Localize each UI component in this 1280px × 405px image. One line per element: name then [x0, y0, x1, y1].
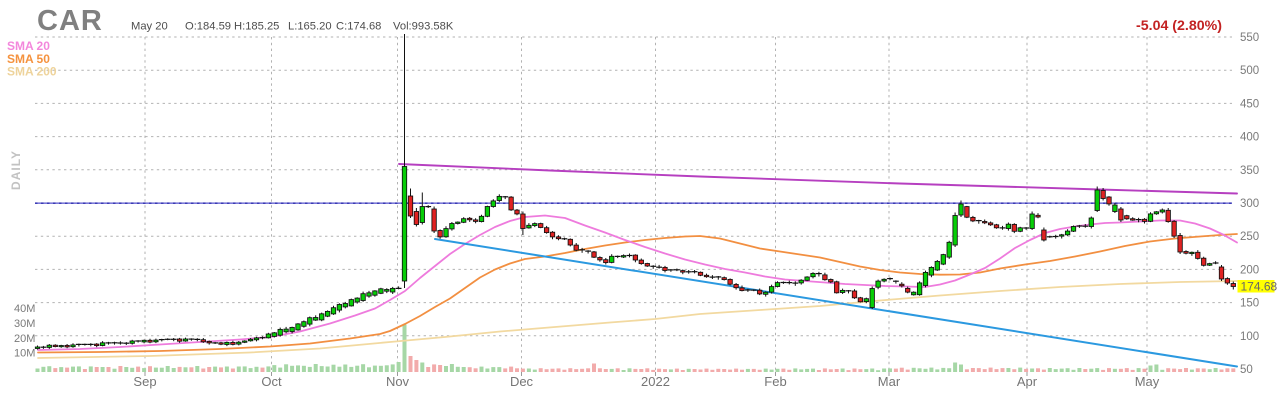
svg-text:DAILY: DAILY [9, 150, 23, 190]
svg-text:2022: 2022 [641, 374, 670, 389]
svg-text:400: 400 [1240, 132, 1259, 144]
svg-text:Feb: Feb [764, 374, 786, 389]
svg-text:Apr: Apr [1017, 374, 1038, 389]
svg-text:SMA 20: SMA 20 [7, 39, 50, 53]
svg-text:Oct: Oct [261, 374, 282, 389]
svg-text:O:184.59: O:184.59 [185, 21, 231, 33]
svg-text:500: 500 [1240, 65, 1259, 77]
svg-text:10M: 10M [14, 348, 35, 360]
svg-text:Sep: Sep [133, 374, 156, 389]
svg-text:250: 250 [1240, 231, 1259, 243]
svg-text:50: 50 [1240, 364, 1253, 376]
svg-text:-5.04 (2.80%): -5.04 (2.80%) [1136, 18, 1222, 34]
svg-text:Nov: Nov [386, 374, 410, 389]
svg-text:30M: 30M [14, 318, 35, 330]
svg-text:350: 350 [1240, 165, 1259, 177]
svg-text:SMA 50: SMA 50 [7, 52, 50, 66]
svg-text:20M: 20M [14, 333, 35, 345]
svg-text:C:174.68: C:174.68 [336, 21, 381, 33]
svg-text:Vol:993.58K: Vol:993.58K [393, 21, 454, 33]
svg-text:May 20: May 20 [131, 21, 168, 33]
svg-text:40M: 40M [14, 303, 35, 315]
svg-text:450: 450 [1240, 98, 1259, 110]
svg-text:200: 200 [1240, 264, 1259, 276]
svg-text:174.68: 174.68 [1241, 280, 1278, 294]
svg-text:550: 550 [1240, 32, 1259, 44]
svg-text:H:185.25: H:185.25 [234, 21, 279, 33]
svg-text:CAR: CAR [37, 5, 103, 37]
svg-text:150: 150 [1240, 298, 1259, 310]
svg-text:May: May [1135, 374, 1160, 389]
svg-text:L:165.20: L:165.20 [288, 21, 332, 33]
svg-text:SMA 200: SMA 200 [7, 65, 57, 79]
svg-text:Dec: Dec [510, 374, 534, 389]
svg-text:100: 100 [1240, 331, 1259, 343]
svg-text:Mar: Mar [878, 374, 901, 389]
svg-text:300: 300 [1240, 198, 1259, 210]
